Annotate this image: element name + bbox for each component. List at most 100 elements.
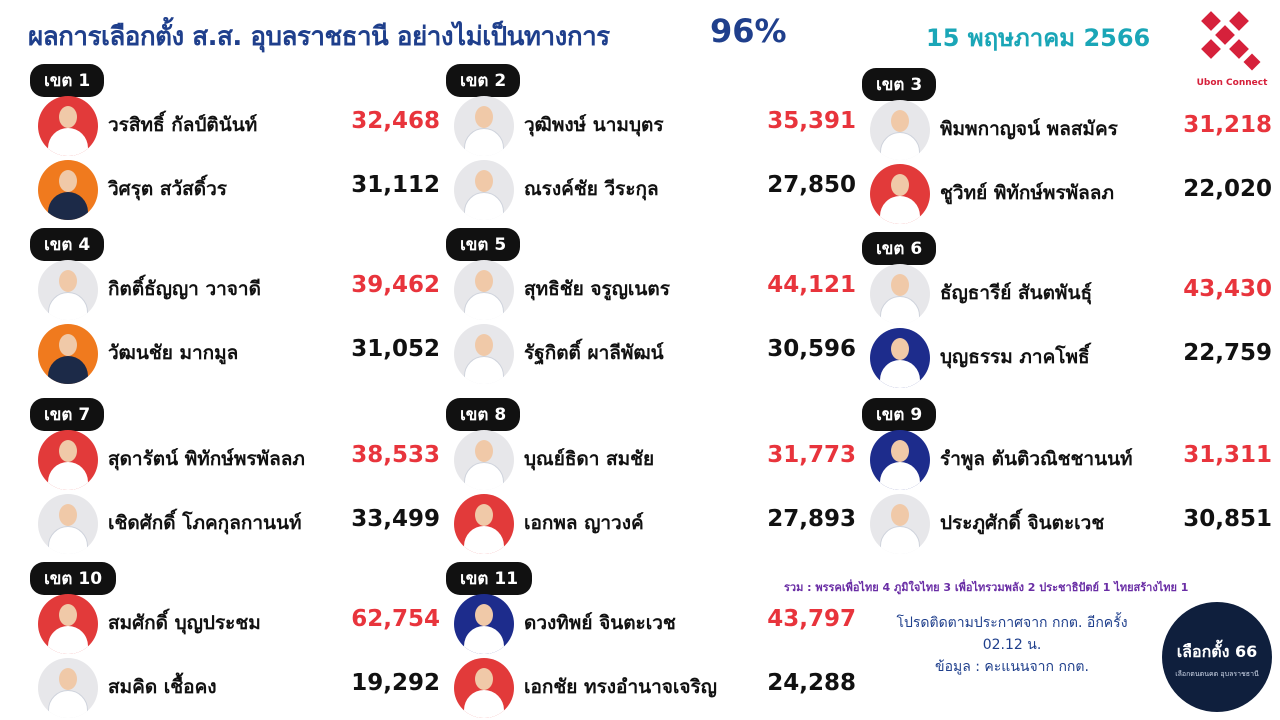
district-1: เขต 1 วรสิทธิ์ กัลป์ตินันท์ 32,468 วิศรุ… — [30, 64, 440, 220]
candidate-row-runner-up: สมคิด เชื้อคง 19,292 — [38, 658, 440, 720]
party-summary: รวม : พรรคเพื่อไทย 4 ภูมิใจไทย 3 เพื่อไท… — [784, 581, 1189, 594]
candidate-name: สมศักดิ์ บุญประชม — [108, 612, 261, 634]
candidate-photo — [38, 658, 98, 718]
notice-box: โปรดติดตามประกาศจาก กกต. อีกครั้ง 02.12 … — [872, 612, 1152, 678]
district-label: เขต 10 — [30, 562, 117, 595]
district-label: เขต 9 — [862, 398, 937, 431]
candidate-row-winner: ธัญธารีย์ สันตพันธุ์ 43,430 — [870, 264, 1272, 326]
district-label: เขต 1 — [30, 64, 105, 97]
district-label: เขต 5 — [446, 228, 521, 261]
district-label: เขต 8 — [446, 398, 521, 431]
candidate-name: บุณย์ธิดา สมชัย — [524, 448, 655, 470]
candidate-name: ประภูศักดิ์ จินตะเวช — [940, 512, 1105, 534]
candidate-photo — [454, 658, 514, 718]
candidate-votes: 44,121 — [767, 272, 856, 298]
district-4: เขต 4 กิตติ์ธัญญา วาจาดี 39,462 วัฒนชัย … — [30, 228, 440, 384]
candidate-photo — [454, 260, 514, 320]
candidate-photo — [454, 324, 514, 384]
candidate-name: วรสิทธิ์ กัลป์ตินันท์ — [108, 114, 258, 136]
candidate-votes: 33,499 — [351, 506, 440, 532]
candidate-name: วิศรุต สวัสดิ์วร — [108, 178, 227, 200]
candidate-name: บุญธรรม ภาคโพธิ์ — [940, 346, 1090, 368]
candidate-row-winner: สุทธิชัย จรูญเนตร 44,121 — [454, 260, 856, 322]
candidate-name: สุดารัตน์ พิทักษ์พรพัลลภ — [108, 448, 305, 470]
candidate-row-runner-up: รัฐกิตติ์ ผาลีพัฒน์ 30,596 — [454, 324, 856, 386]
candidate-row-runner-up: ประภูศักดิ์ จินตะเวช 30,851 — [870, 494, 1272, 556]
district-7: เขต 7 สุดารัตน์ พิทักษ์พรพัลลภ 38,533 เช… — [30, 398, 440, 554]
candidate-row-runner-up: เชิดศักดิ์ โภคกุลกานนท์ 33,499 — [38, 494, 440, 556]
candidate-name: วุฒิพงษ์ นามบุตร — [524, 114, 664, 136]
candidate-row-winner: บุณย์ธิดา สมชัย 31,773 — [454, 430, 856, 492]
candidate-votes: 31,218 — [1183, 112, 1272, 138]
header-percent: 96% — [710, 12, 787, 50]
candidate-row-runner-up: ณรงค์ชัย วีระกุล 27,850 — [454, 160, 856, 222]
candidate-name: กิตติ์ธัญญา วาจาดี — [108, 278, 261, 300]
candidate-photo — [38, 324, 98, 384]
candidate-votes: 22,759 — [1183, 340, 1272, 366]
district-label: เขต 4 — [30, 228, 105, 261]
candidate-name: ดวงทิพย์ จินตะเวช — [524, 612, 676, 634]
district-8: เขต 8 บุณย์ธิดา สมชัย 31,773 เอกพล ญาวงค… — [446, 398, 856, 554]
candidate-name: สมคิด เชื้อคง — [108, 676, 217, 698]
notice-time: 02.12 น. — [982, 637, 1042, 653]
notice-line: โปรดติดตามประกาศจาก กกต. อีกครั้ง — [896, 615, 1128, 631]
candidate-name: เชิดศักดิ์ โภคกุลกานนท์ — [108, 512, 302, 534]
candidate-photo — [870, 494, 930, 554]
candidate-row-runner-up: วิศรุต สวัสดิ์วร 31,112 — [38, 160, 440, 222]
district-11: เขต 11 ดวงทิพย์ จินตะเวช 43,797 เอกชัย ท… — [446, 562, 856, 718]
candidate-row-winner: วุฒิพงษ์ นามบุตร 35,391 — [454, 96, 856, 158]
candidate-votes: 31,112 — [351, 172, 440, 198]
candidate-votes: 27,850 — [767, 172, 856, 198]
candidate-photo — [38, 494, 98, 554]
candidate-row-winner: กิตติ์ธัญญา วาจาดี 39,462 — [38, 260, 440, 322]
candidate-votes: 30,851 — [1183, 506, 1272, 532]
candidate-photo — [38, 96, 98, 156]
candidate-row-winner: สมศักดิ์ บุญประชม 62,754 — [38, 594, 440, 656]
candidate-votes: 43,797 — [767, 606, 856, 632]
ubon-connect-logo — [1201, 11, 1261, 71]
candidate-photo — [870, 328, 930, 388]
candidate-votes: 19,292 — [351, 670, 440, 696]
candidate-photo — [38, 160, 98, 220]
candidate-row-winner: รำพูล ตันติวณิชชานนท์ 31,311 — [870, 430, 1272, 492]
district-label: เขต 6 — [862, 232, 937, 265]
candidate-votes: 31,311 — [1183, 442, 1272, 468]
candidate-name: ธัญธารีย์ สันตพันธุ์ — [940, 282, 1093, 304]
candidate-row-runner-up: ชูวิทย์ พิทักษ์พรพัลลภ 22,020 — [870, 164, 1272, 226]
candidate-name: ชูวิทย์ พิทักษ์พรพัลลภ — [940, 182, 1114, 204]
candidate-votes: 24,288 — [767, 670, 856, 696]
candidate-photo — [38, 430, 98, 490]
candidate-row-winner: ดวงทิพย์ จินตะเวช 43,797 — [454, 594, 856, 656]
candidate-photo — [454, 96, 514, 156]
candidate-name: ณรงค์ชัย วีระกุล — [524, 178, 659, 200]
candidate-votes: 32,468 — [351, 108, 440, 134]
candidate-photo — [38, 594, 98, 654]
district-label: เขต 11 — [446, 562, 533, 595]
candidate-photo — [38, 260, 98, 320]
election-logo-subtitle: เลือกตนตนคต อุบลราชธานี — [1175, 670, 1259, 678]
candidate-photo — [870, 100, 930, 160]
header-title: ผลการเลือกตั้ง ส.ส. อุบลราชธานี อย่างไม่… — [28, 22, 610, 52]
candidate-row-runner-up: บุญธรรม ภาคโพธิ์ 22,759 — [870, 328, 1272, 390]
candidate-row-runner-up: เอกชัย ทรงอำนาจเจริญ 24,288 — [454, 658, 856, 720]
candidate-name: สุทธิชัย จรูญเนตร — [524, 278, 670, 300]
candidate-name: เอกพล ญาวงค์ — [524, 512, 644, 534]
candidate-photo — [454, 160, 514, 220]
candidate-votes: 27,893 — [767, 506, 856, 532]
candidate-name: พิมพกาญจน์ พลสมัคร — [940, 118, 1118, 140]
candidate-photo — [454, 430, 514, 490]
candidate-votes: 35,391 — [767, 108, 856, 134]
candidate-row-winner: วรสิทธิ์ กัลป์ตินันท์ 32,468 — [38, 96, 440, 158]
candidate-row-winner: สุดารัตน์ พิทักษ์พรพัลลภ 38,533 — [38, 430, 440, 492]
election-66-logo: เลือกตั้ง 66 เลือกตนตนคต อุบลราชธานี — [1162, 602, 1272, 712]
candidate-votes: 38,533 — [351, 442, 440, 468]
candidate-name: วัฒนชัย มากมูล — [108, 342, 239, 364]
district-10: เขต 10 สมศักดิ์ บุญประชม 62,754 สมคิด เช… — [30, 562, 440, 718]
candidate-photo — [454, 594, 514, 654]
candidate-photo — [870, 264, 930, 324]
candidate-votes: 39,462 — [351, 272, 440, 298]
candidate-votes: 43,430 — [1183, 276, 1272, 302]
election-logo-title: เลือกตั้ง 66 — [1176, 642, 1258, 661]
candidate-votes: 62,754 — [351, 606, 440, 632]
district-3: เขต 3 พิมพกาญจน์ พลสมัคร 31,218 ชูวิทย์ … — [862, 68, 1272, 224]
